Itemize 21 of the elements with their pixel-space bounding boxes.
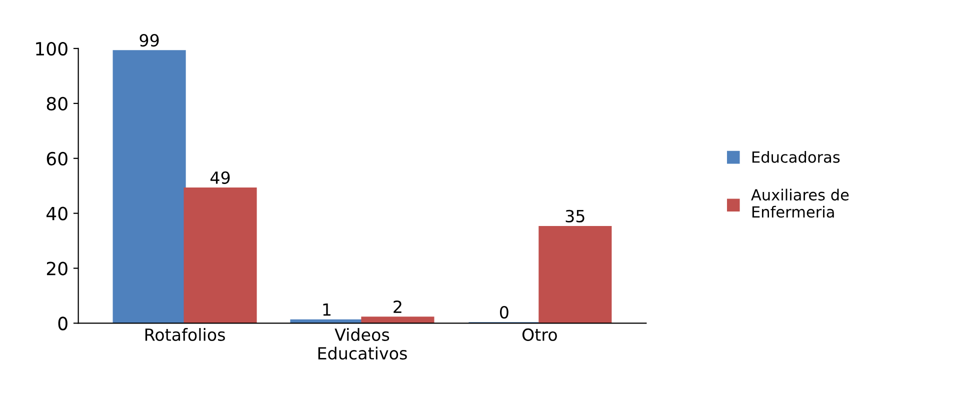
legend-label: Auxiliares de Enfermeria bbox=[751, 188, 849, 218]
data-label: 49 bbox=[210, 171, 230, 184]
y-tick-label: 60 bbox=[46, 152, 68, 166]
y-tick-label: 0 bbox=[58, 316, 68, 330]
data-label: 35 bbox=[566, 210, 584, 222]
x-tick-label: Videos Educativos bbox=[318, 328, 407, 360]
y-tick-label: 40 bbox=[46, 206, 68, 220]
data-label: 2 bbox=[394, 300, 402, 313]
bar bbox=[112, 50, 186, 324]
bar bbox=[184, 188, 257, 324]
data-label: 0 bbox=[500, 306, 508, 319]
x-tick-label: Otro bbox=[522, 328, 557, 341]
y-tick-label: 80 bbox=[46, 96, 68, 111]
y-tick-label: 100 bbox=[36, 42, 68, 56]
data-label: 1 bbox=[323, 303, 331, 316]
x-tick-label: Rotafolios bbox=[145, 328, 225, 341]
bar bbox=[361, 316, 434, 324]
bar bbox=[538, 226, 612, 324]
legend-label: Educadoras bbox=[752, 151, 840, 163]
data-label: 99 bbox=[140, 34, 159, 47]
y-tick-label: 20 bbox=[46, 262, 68, 276]
